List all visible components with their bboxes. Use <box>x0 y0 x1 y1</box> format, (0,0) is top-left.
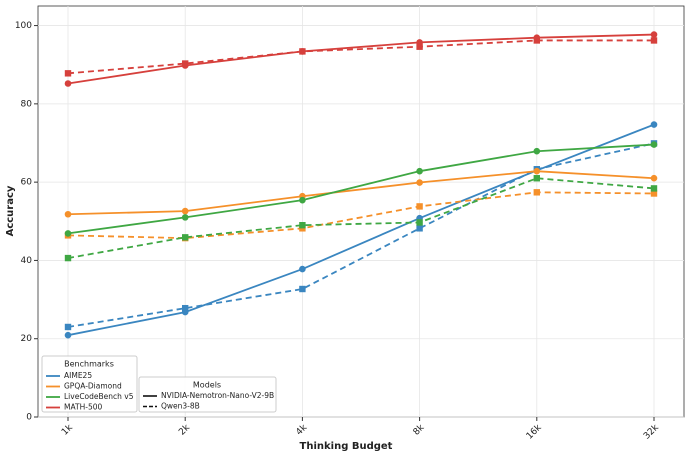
series-line <box>67 123 655 337</box>
marker <box>650 190 658 197</box>
marker <box>416 43 423 50</box>
y-tick-label: 60 <box>21 178 33 188</box>
x-tick-label: 8k <box>412 422 427 437</box>
marker <box>299 285 306 293</box>
marker <box>181 214 189 221</box>
marker <box>64 70 72 77</box>
series-line <box>67 33 655 85</box>
marker <box>64 80 72 87</box>
legend: Benchmarks Models AIME25 GPQA-DiamondLive… <box>41 355 277 413</box>
x-tick-label: 32k <box>642 422 661 441</box>
x-tick-label: 2k <box>177 422 192 437</box>
x-axis-label: Thinking Budget <box>300 441 393 452</box>
marker <box>182 60 189 67</box>
marker <box>533 37 540 44</box>
x-tick-label: 4k <box>294 422 309 437</box>
y-tick-label: 100 <box>15 21 32 31</box>
marker <box>416 179 423 186</box>
marker <box>299 265 306 273</box>
marker <box>533 175 540 182</box>
marker <box>182 304 189 312</box>
marker <box>181 207 189 215</box>
marker <box>416 219 423 226</box>
y-axis-label: Accuracy <box>5 185 16 236</box>
series-line <box>67 142 655 328</box>
x-tick-label: 16k <box>525 422 544 441</box>
series-line <box>67 191 655 240</box>
plot-frame <box>37 5 685 418</box>
marker <box>299 48 306 55</box>
legend-label: GPQA-Diamond <box>64 382 122 391</box>
marker <box>650 31 658 38</box>
marker <box>533 147 541 155</box>
legend-label: NVIDIA-Nemotron-Nano-V2-9B <box>161 391 274 400</box>
legend-box <box>41 355 138 413</box>
marker <box>299 222 306 229</box>
legend-label: Qwen3-8B <box>161 402 200 411</box>
marker <box>650 121 658 128</box>
x-tick-label: 1k <box>60 422 75 437</box>
y-tick-label: 40 <box>21 256 33 266</box>
y-tick-label: 80 <box>21 99 33 109</box>
marker <box>416 203 423 210</box>
series-line <box>67 170 655 216</box>
y-tick-label: 20 <box>21 334 33 344</box>
legend-box <box>138 376 277 413</box>
marker <box>64 230 72 237</box>
series-line <box>67 177 655 259</box>
lines <box>64 31 658 339</box>
marker <box>650 185 658 192</box>
marker <box>64 323 72 331</box>
marker <box>182 234 189 241</box>
legend-label: AIME25 <box>64 371 92 380</box>
marker <box>416 167 423 175</box>
legend-title: Models <box>193 381 221 390</box>
marker <box>650 141 658 148</box>
marker <box>64 331 72 339</box>
legend-label: MATH-500 <box>64 403 102 412</box>
marker <box>533 189 540 196</box>
legend-title: Benchmarks <box>64 360 114 369</box>
legend-label: LiveCodeBench v5 <box>64 392 134 401</box>
marker <box>64 210 72 218</box>
y-tick-label: 0 <box>26 413 32 423</box>
series-line <box>67 143 655 235</box>
series-line <box>67 39 654 75</box>
marker <box>533 167 541 175</box>
marker <box>299 196 306 204</box>
marker <box>416 225 423 232</box>
marker <box>64 254 72 262</box>
marker <box>650 37 658 44</box>
marker <box>650 174 658 182</box>
